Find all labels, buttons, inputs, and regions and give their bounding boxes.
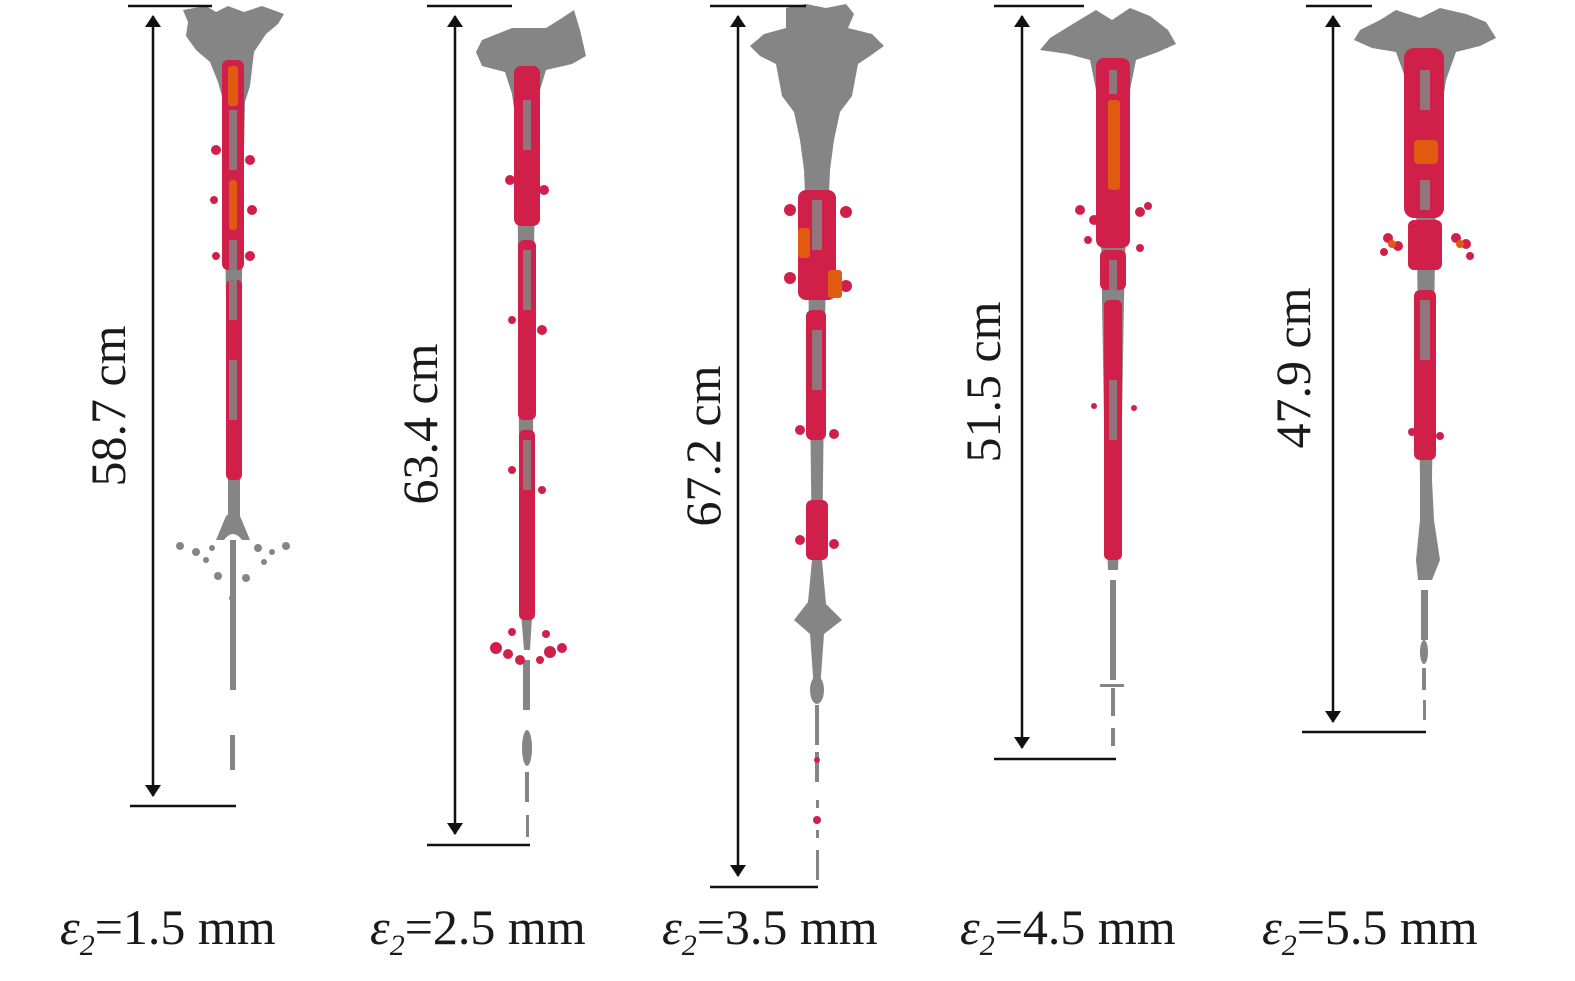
caption-2: ε2=2.5 mm	[370, 898, 586, 963]
caption-1-symbol: ε	[60, 899, 80, 955]
length-label-1: 58.7 cm	[80, 325, 136, 486]
caption-5: ε2=5.5 mm	[1262, 898, 1478, 963]
panel-5: 47.9 cm	[1265, 4, 1496, 734]
caption-1-subscript: 2	[79, 929, 95, 962]
length-label-2: 63.4 cm	[392, 343, 448, 504]
caption-3-subscript: 2	[681, 929, 697, 962]
caption-4: ε2=4.5 mm	[960, 898, 1176, 963]
panel-1: 58.7 cm	[80, 4, 290, 808]
core-2	[523, 100, 531, 490]
length-label-4: 51.5 cm	[955, 301, 1011, 462]
caption-2-subscript: 2	[389, 929, 405, 962]
hot-zones-3	[798, 228, 842, 298]
core-5	[1420, 70, 1430, 360]
panel-4: 51.5 cm	[955, 4, 1176, 761]
caption-3: ε2=3.5 mm	[662, 898, 878, 963]
caption-3-symbol: ε	[662, 899, 682, 955]
caption-5-subscript: 2	[1281, 929, 1297, 962]
caption-5-value: =5.5 mm	[1296, 899, 1478, 955]
caption-2-symbol: ε	[370, 899, 390, 955]
panel-3: 67.2 cm	[675, 4, 884, 889]
jet-debris-1	[176, 542, 290, 601]
core-3	[812, 200, 822, 390]
stress-zones-5	[1380, 48, 1474, 460]
caption-5-symbol: ε	[1262, 899, 1282, 955]
stress-zones-2	[490, 66, 567, 665]
caption-4-value: =4.5 mm	[994, 899, 1176, 955]
caption-4-subscript: 2	[979, 929, 995, 962]
caption-4-symbol: ε	[960, 899, 980, 955]
core-4	[1109, 70, 1117, 440]
jet-shape-3	[750, 4, 884, 880]
length-label-3: 67.2 cm	[675, 365, 731, 526]
hot-zones-1	[228, 66, 238, 230]
caption-1: ε2=1.5 mm	[60, 898, 276, 963]
hot-zones-5	[1388, 140, 1464, 248]
length-label-5: 47.9 cm	[1265, 287, 1321, 448]
panel-2: 63.4 cm	[392, 4, 586, 847]
hot-zones-4	[1108, 100, 1120, 190]
caption-3-value: =3.5 mm	[696, 899, 878, 955]
caption-2-value: =2.5 mm	[404, 899, 586, 955]
caption-1-value: =1.5 mm	[94, 899, 276, 955]
core-1	[229, 110, 237, 420]
